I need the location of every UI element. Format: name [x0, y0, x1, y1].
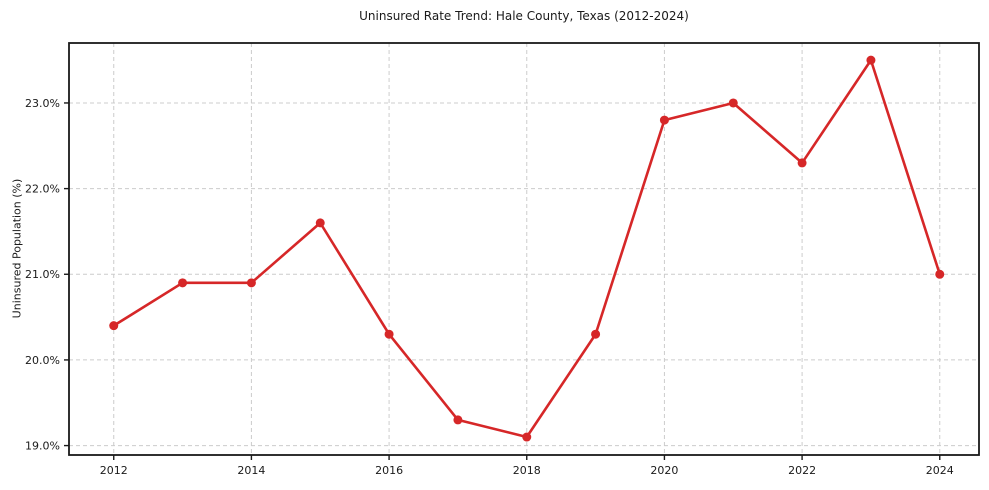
x-tick-label: 2018 — [513, 464, 541, 477]
x-tick-label: 2024 — [926, 464, 954, 477]
y-tick-label: 22.0% — [25, 182, 60, 195]
y-tick-label: 23.0% — [25, 97, 60, 110]
chart-title: Uninsured Rate Trend: Hale County, Texas… — [359, 9, 689, 23]
data-point — [384, 329, 394, 339]
x-tick-label: 2022 — [788, 464, 816, 477]
data-point — [453, 415, 463, 425]
data-point — [591, 329, 601, 339]
y-tick-label: 21.0% — [25, 268, 60, 281]
data-point — [935, 269, 945, 279]
plot-frame — [68, 42, 980, 456]
x-tick-label: 2020 — [650, 464, 678, 477]
data-point — [109, 321, 119, 331]
data-point — [522, 432, 532, 442]
data-point — [246, 278, 256, 288]
x-tick-label: 2014 — [237, 464, 265, 477]
x-tick-label: 2012 — [100, 464, 128, 477]
data-point — [315, 218, 325, 228]
data-point — [659, 115, 669, 125]
data-point — [178, 278, 188, 288]
data-point — [728, 98, 738, 108]
data-point — [797, 158, 807, 168]
y-tick-label: 19.0% — [25, 439, 60, 452]
y-tick-label: 20.0% — [25, 354, 60, 367]
x-tick-label: 2016 — [375, 464, 403, 477]
data-point — [866, 55, 876, 65]
